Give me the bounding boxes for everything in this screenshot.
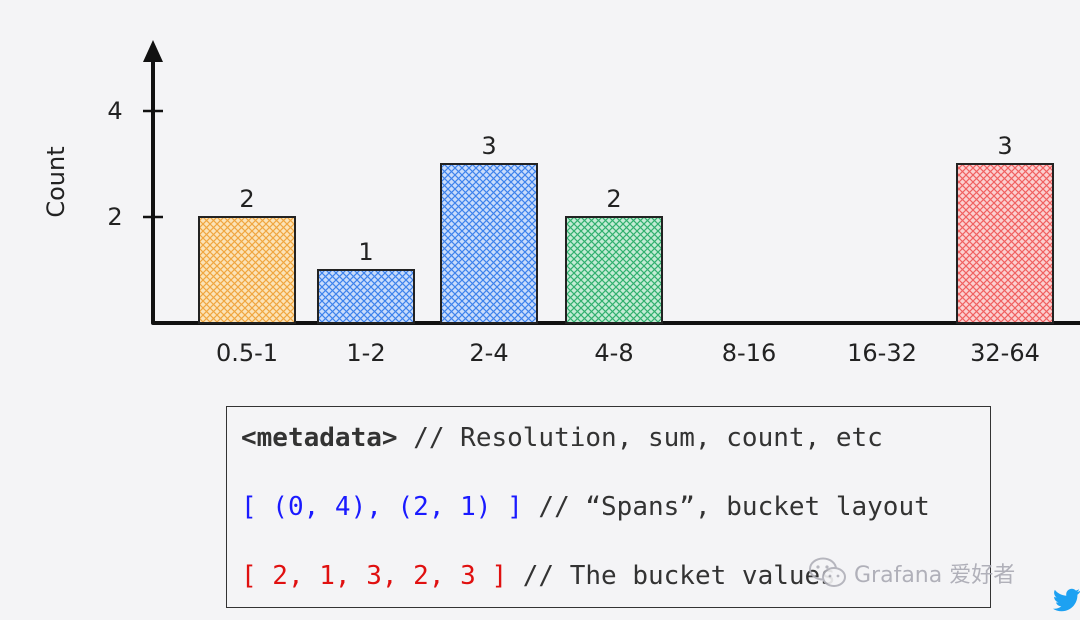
x-tick-label-32-64: 32-64 <box>970 339 1040 367</box>
data-label-1-2: 1 <box>358 238 373 266</box>
data-label-0.5-1: 2 <box>239 185 254 213</box>
chart-labels: 2 0.5-1 1 1-2 3 2-4 2 4-8 8-16 16-32 3 32-64 <box>216 132 1040 367</box>
chart-bars <box>198 163 1054 324</box>
histogram-chart: 2 4 Count 2 0.5-1 1 1-2 3 2-4 2 4-8 8-16 16-32 3 32-6… <box>42 40 1080 367</box>
bar-0.5-1 <box>198 216 296 324</box>
data-label-2-4: 3 <box>481 132 496 160</box>
values-comment: // The bucket values <box>507 561 836 591</box>
wechat-icon <box>809 557 846 587</box>
y-axis-arrow <box>143 40 163 62</box>
spans-code: [ (0, 4), (2, 1) ] <box>241 492 523 522</box>
code-line-spans: [ (0, 4), (2, 1) ] // “Spans”, bucket la… <box>241 492 930 522</box>
metadata-tag: <metadata> <box>241 423 398 453</box>
y-tick-label: 4 <box>107 97 122 125</box>
x-tick-label-2-4: 2-4 <box>469 339 508 367</box>
watermark: Grafana 爱好者 <box>808 556 1015 590</box>
code-line-metadata: <metadata> // Resolution, sum, count, et… <box>241 423 883 453</box>
code-line-values: [ 2, 1, 3, 2, 3 ] // The bucket values <box>241 561 836 591</box>
bar-4-8 <box>565 216 663 324</box>
twitter-bird-icon <box>1053 588 1080 612</box>
spans-comment: // “Spans”, bucket layout <box>522 492 930 522</box>
x-tick-label-0.5-1: 0.5-1 <box>216 339 278 367</box>
metadata-comment: // Resolution, sum, count, etc <box>397 423 883 453</box>
bar-32-64 <box>956 163 1054 324</box>
data-label-32-64: 3 <box>997 132 1012 160</box>
bar-1-2 <box>317 269 415 324</box>
x-tick-label-8-16: 8-16 <box>722 339 776 367</box>
code-box: <metadata> // Resolution, sum, count, et… <box>226 406 991 608</box>
x-tick-label-1-2: 1-2 <box>346 339 385 367</box>
x-tick-label-4-8: 4-8 <box>594 339 633 367</box>
values-code: [ 2, 1, 3, 2, 3 ] <box>241 561 508 591</box>
watermark-text: Grafana 爱好者 <box>854 563 1016 588</box>
y-axis-label: Count <box>42 146 70 217</box>
x-tick-label-16-32: 16-32 <box>847 339 917 367</box>
data-label-4-8: 2 <box>606 185 621 213</box>
chart-axes: 2 4 Count <box>42 40 1080 325</box>
y-tick-label: 2 <box>107 203 122 231</box>
bar-2-4 <box>440 163 538 324</box>
